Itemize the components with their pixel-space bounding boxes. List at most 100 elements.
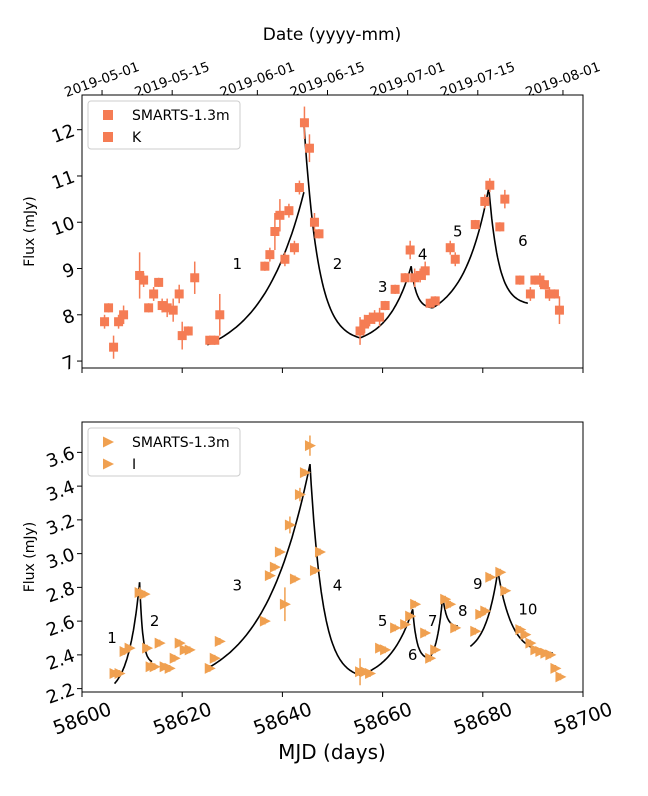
data-point [149, 661, 161, 673]
data-point [544, 289, 554, 299]
legend-entry: SMARTS-1.3m [132, 108, 230, 124]
data-point [284, 206, 294, 216]
legend-marker [103, 110, 113, 120]
data-point [174, 289, 184, 299]
data-point [139, 588, 151, 600]
y-tick-label: 3.4 [44, 477, 78, 507]
y-tick-label: 2.2 [44, 679, 78, 709]
data-point [149, 289, 159, 299]
data-point [554, 305, 564, 315]
legend-marker [103, 458, 114, 470]
flare-label: 5 [453, 223, 463, 241]
data-point [109, 342, 119, 352]
data-point [390, 622, 402, 634]
y-axis-title: Flux (mJy) [22, 196, 38, 267]
data-point [124, 642, 136, 654]
flare-label: 4 [333, 577, 343, 595]
y-tick-label: 3.2 [44, 510, 78, 540]
data-point [162, 303, 172, 313]
data-point [550, 662, 562, 674]
legend-entry: I [132, 457, 136, 473]
flare-label: 6 [518, 232, 528, 250]
data-point [500, 585, 512, 597]
x-tick-label: 58680 [451, 698, 515, 739]
legend-marker [103, 132, 113, 142]
flare-fit-curve [359, 265, 412, 339]
data-point [304, 440, 316, 452]
data-point [485, 571, 497, 583]
panel-i: 2.2 2.42.6 2.8 3.0 3.23.4 3.6 Flux (mJy) 1 2 3 4 5 6… [22, 421, 584, 709]
flare-label: 5 [378, 612, 388, 630]
data-point [375, 312, 385, 322]
bottom-axis-title: MJD (days) [278, 740, 386, 764]
data-point [365, 667, 377, 679]
data-point [210, 335, 220, 345]
x-tick-label: 58660 [351, 698, 415, 739]
legend-box [87, 100, 241, 150]
data-point [410, 273, 420, 283]
data-point [269, 561, 281, 573]
data-point [500, 194, 510, 204]
data-point [294, 183, 304, 193]
data-point [294, 489, 306, 501]
data-point [370, 312, 380, 322]
data-point [139, 275, 149, 285]
flare-fit-curve [206, 191, 305, 346]
data-point [275, 210, 285, 220]
x-tick-label: 58640 [251, 698, 315, 739]
y-axis-title: Flux (mJy) [22, 522, 38, 593]
flare-fit-curve [488, 187, 529, 304]
data-point [270, 227, 280, 236]
data-point [280, 254, 290, 264]
data-point [168, 305, 178, 315]
data-point [555, 671, 567, 683]
data-point [154, 637, 166, 649]
flare-fit-curve [432, 187, 490, 309]
flare-fit-curve [303, 122, 361, 339]
flare-label: 10 [518, 600, 537, 618]
data-point [450, 254, 460, 264]
data-point [265, 250, 275, 260]
data-point [400, 619, 412, 630]
data-point [515, 275, 525, 285]
data-point [279, 598, 291, 610]
top-axis-title: Date (yyyy-mm) [263, 25, 402, 45]
y-tick-label: 11 [49, 167, 78, 195]
x-tick-label: 58620 [150, 698, 214, 739]
data-point [545, 649, 557, 661]
data-point [549, 289, 559, 299]
data-point [480, 196, 490, 206]
data-point [314, 229, 324, 239]
data-point [214, 635, 226, 647]
data-point [525, 637, 537, 649]
data-point [380, 301, 390, 311]
data-point [154, 277, 164, 287]
data-point [184, 644, 196, 656]
flare-fit-curve [309, 464, 361, 676]
y-tick-label: 9 [60, 259, 78, 283]
data-point [314, 546, 326, 558]
flare-label: 2 [150, 612, 160, 630]
data-point [539, 280, 549, 290]
data-point [209, 652, 221, 664]
data-point [380, 644, 392, 656]
y-tick-label: 2.6 [44, 612, 78, 642]
flare-fit-curve [206, 464, 311, 670]
bottom-axis: MJD (days) 58600 58620 58640 58660 58680 5870… [50, 698, 615, 764]
data-point [299, 467, 311, 479]
data-point [144, 303, 154, 313]
data-point [495, 222, 505, 232]
data-point [535, 275, 545, 285]
data-point [174, 637, 186, 649]
y-tick-label: 3.6 [44, 443, 78, 473]
data-point [420, 266, 430, 276]
data-point [135, 270, 145, 280]
data-point [405, 610, 417, 622]
flare-fit-curve [138, 582, 153, 663]
flare-fit-curve [428, 595, 444, 659]
data-point [164, 662, 176, 674]
legend-box [87, 427, 241, 477]
data-point [445, 243, 455, 253]
